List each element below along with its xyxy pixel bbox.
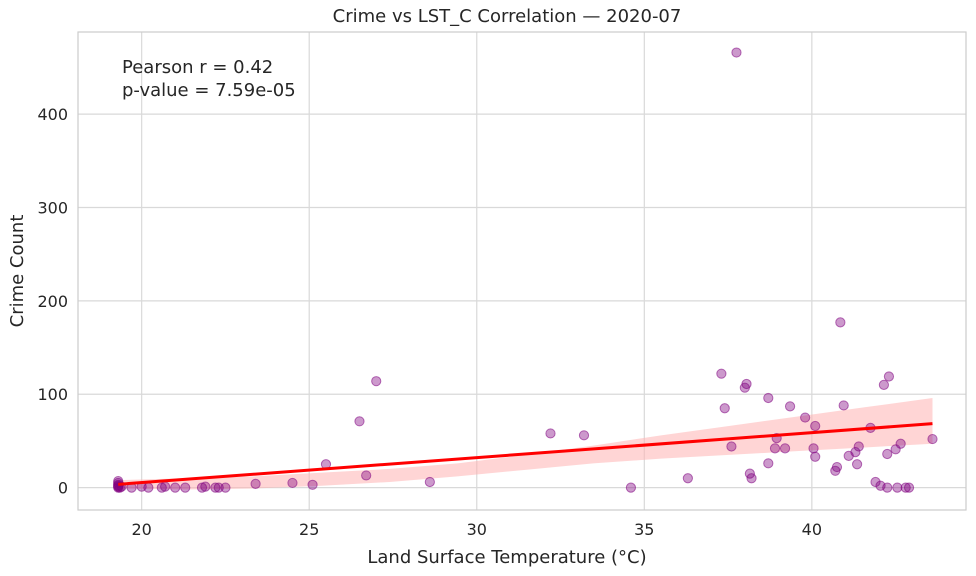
data-point [719,403,730,414]
data-point [883,371,895,382]
data-point [354,416,365,427]
data-point [160,481,171,492]
data-point [882,448,893,460]
data-point [835,317,846,328]
confidence-band [118,397,933,490]
data-point [763,392,774,404]
data-point [143,482,154,493]
x-tick-labels: 20 25 30 35 40 [131,520,822,539]
data-point [808,443,819,454]
x-tick-label: 30 [467,520,487,539]
data-point [890,444,901,455]
data-point [210,482,221,493]
plot-frame [77,31,967,511]
x-tick-label: 40 [802,520,822,539]
data-point [895,438,906,449]
chart-title: Crime vs LST_C Correlation — 2020-07 [333,6,682,27]
data-point [371,376,382,387]
data-point [424,476,435,488]
data-point [800,412,811,423]
data-point [882,482,893,493]
data-point [838,400,849,411]
y-tick-label: 300 [37,199,68,218]
data-point [200,481,211,492]
data-point [716,368,727,379]
data-point [870,476,881,488]
x-tick-label: 35 [634,520,654,539]
x-tick-label: 20 [131,520,151,539]
data-point [763,458,774,469]
pvalue-annotation: p-value = 7.59e-05 [122,80,296,101]
data-point [784,401,796,412]
data-point [220,482,231,493]
data-point [180,482,191,493]
data-point [769,443,781,454]
data-point [850,447,861,458]
data-point [731,47,742,58]
y-tick-labels: 0 100 200 300 400 [37,105,68,497]
data-point [927,433,938,445]
regression-line [118,422,933,486]
data-point [545,428,556,439]
data-point [578,430,590,441]
y-tick-label: 400 [37,105,68,124]
x-tick-label: 25 [299,520,319,539]
data-point [900,482,911,493]
data-point [831,461,843,473]
data-point [682,473,693,484]
data-point [851,459,863,470]
y-axis-label: Crime Count [7,215,28,328]
data-point [625,482,637,493]
data-point [779,443,791,454]
y-tick-label: 200 [37,292,68,311]
data-point [170,482,181,493]
data-point [361,470,372,481]
data-point [746,473,757,484]
data-point [810,420,821,432]
pearson-annotation: Pearson r = 0.42 [122,57,273,78]
data-point [853,441,864,452]
grid-lines [78,32,966,510]
data-points [113,47,938,493]
y-tick-label: 100 [37,385,68,404]
data-point [726,441,737,452]
data-point [287,477,298,489]
data-point [892,482,903,493]
data-point [307,479,318,490]
data-point [903,482,915,493]
data-point [741,378,752,390]
data-point [250,478,261,489]
data-point [810,451,821,462]
y-tick-label: 0 [58,479,68,498]
x-axis-label: Land Surface Temperature (°C) [367,547,646,568]
data-point [878,379,890,390]
